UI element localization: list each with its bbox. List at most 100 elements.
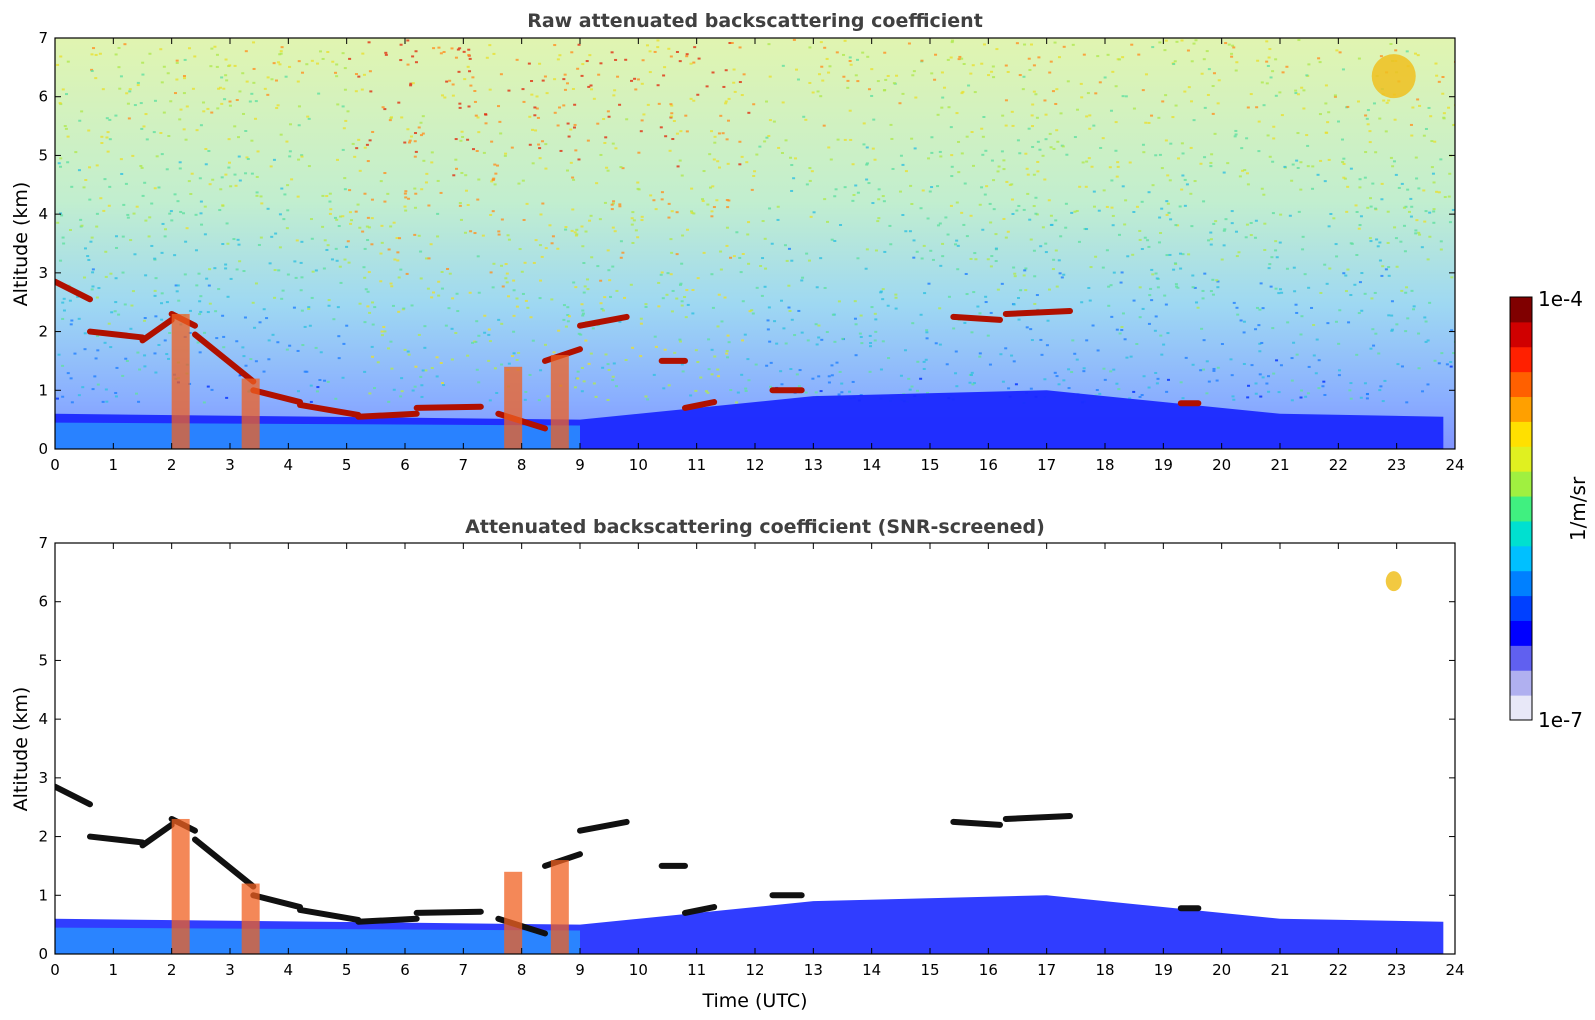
noise-speck — [746, 358, 750, 361]
noise-speck — [692, 212, 696, 215]
noise-speck — [248, 100, 252, 103]
noise-speck — [868, 334, 872, 337]
noise-speck — [376, 361, 380, 364]
noise-speck — [715, 199, 719, 202]
noise-speck — [587, 362, 591, 365]
noise-speck — [488, 399, 492, 402]
noise-speck — [232, 238, 236, 241]
noise-speck — [1285, 65, 1289, 68]
noise-speck — [613, 89, 617, 92]
noise-speck — [245, 156, 249, 159]
noise-speck — [233, 64, 237, 67]
noise-speck — [980, 186, 984, 189]
noise-speck — [860, 342, 864, 345]
noise-speck — [946, 233, 950, 236]
noise-speck — [318, 50, 322, 53]
noise-speck — [1150, 268, 1154, 271]
cloud-layer — [950, 313, 1003, 323]
high-cloud — [1371, 54, 1416, 99]
noise-speck — [224, 267, 228, 270]
noise-speck — [636, 181, 640, 184]
noise-speck — [315, 390, 319, 393]
noise-speck — [741, 300, 745, 303]
noise-speck — [225, 396, 229, 399]
noise-speck — [717, 293, 721, 296]
noise-speck — [115, 246, 119, 249]
noise-speck — [379, 280, 383, 283]
noise-speck — [1135, 342, 1139, 345]
noise-speck — [669, 273, 673, 276]
noise-speck — [436, 235, 440, 238]
noise-speck — [1370, 297, 1374, 300]
noise-speck — [354, 73, 358, 76]
noise-speck — [1083, 227, 1087, 230]
noise-speck — [494, 172, 498, 175]
noise-speck — [913, 147, 917, 150]
noise-speck — [399, 43, 403, 46]
noise-speck — [974, 258, 978, 261]
noise-speck — [307, 307, 311, 310]
noise-speck — [1259, 395, 1263, 398]
noise-speck — [1160, 167, 1164, 170]
noise-speck — [670, 210, 674, 213]
raw-y-tick-label: 1 — [38, 381, 48, 399]
noise-speck — [1357, 312, 1361, 315]
noise-speck — [411, 55, 415, 58]
noise-speck — [873, 312, 877, 315]
noise-speck — [639, 322, 643, 325]
noise-speck — [1175, 40, 1179, 43]
noise-speck — [1235, 255, 1239, 258]
noise-speck — [717, 132, 721, 135]
noise-speck — [867, 182, 871, 185]
noise-speck — [366, 216, 370, 219]
noise-speck — [57, 353, 61, 356]
noise-speck — [155, 155, 159, 158]
screened-x-tick-label: 8 — [517, 961, 527, 979]
noise-speck — [848, 109, 852, 112]
noise-speck — [220, 176, 224, 179]
noise-speck — [417, 126, 421, 129]
noise-speck — [608, 279, 612, 282]
noise-speck — [603, 201, 607, 204]
noise-speck — [544, 143, 548, 146]
noise-speck — [1224, 42, 1228, 45]
noise-speck — [865, 162, 869, 165]
noise-speck — [131, 290, 135, 293]
noise-speck — [904, 230, 908, 233]
noise-speck — [59, 259, 63, 262]
noise-speck — [640, 219, 644, 222]
noise-speck — [624, 359, 628, 362]
cloud-layer — [1002, 308, 1073, 317]
noise-speck — [1406, 317, 1410, 320]
noise-speck — [490, 180, 494, 183]
noise-speck — [490, 140, 494, 143]
noise-speck — [468, 70, 472, 73]
noise-speck — [667, 384, 671, 387]
noise-speck — [723, 296, 727, 299]
cloud-layer — [682, 399, 718, 411]
noise-speck — [310, 237, 314, 240]
noise-speck — [1387, 314, 1391, 317]
noise-speck — [310, 59, 314, 62]
screened-panel-title: Attenuated backscattering coefficient (S… — [465, 516, 1045, 538]
noise-speck — [660, 198, 664, 201]
noise-speck — [634, 229, 638, 232]
noise-speck — [358, 169, 362, 172]
noise-speck — [473, 232, 477, 235]
noise-speck — [1092, 190, 1096, 193]
noise-speck — [62, 242, 66, 245]
noise-speck — [1395, 265, 1399, 268]
noise-speck — [883, 250, 887, 253]
noise-speck — [358, 226, 362, 229]
noise-speck — [142, 319, 146, 322]
noise-speck — [1240, 147, 1244, 150]
noise-speck — [276, 341, 280, 344]
noise-speck — [1212, 222, 1216, 225]
noise-speck — [1129, 355, 1133, 358]
noise-speck — [1120, 325, 1124, 328]
noise-speck — [648, 71, 652, 74]
noise-speck — [726, 206, 730, 209]
noise-speck — [1109, 370, 1113, 373]
noise-speck — [1433, 359, 1437, 362]
noise-speck — [1202, 200, 1206, 203]
